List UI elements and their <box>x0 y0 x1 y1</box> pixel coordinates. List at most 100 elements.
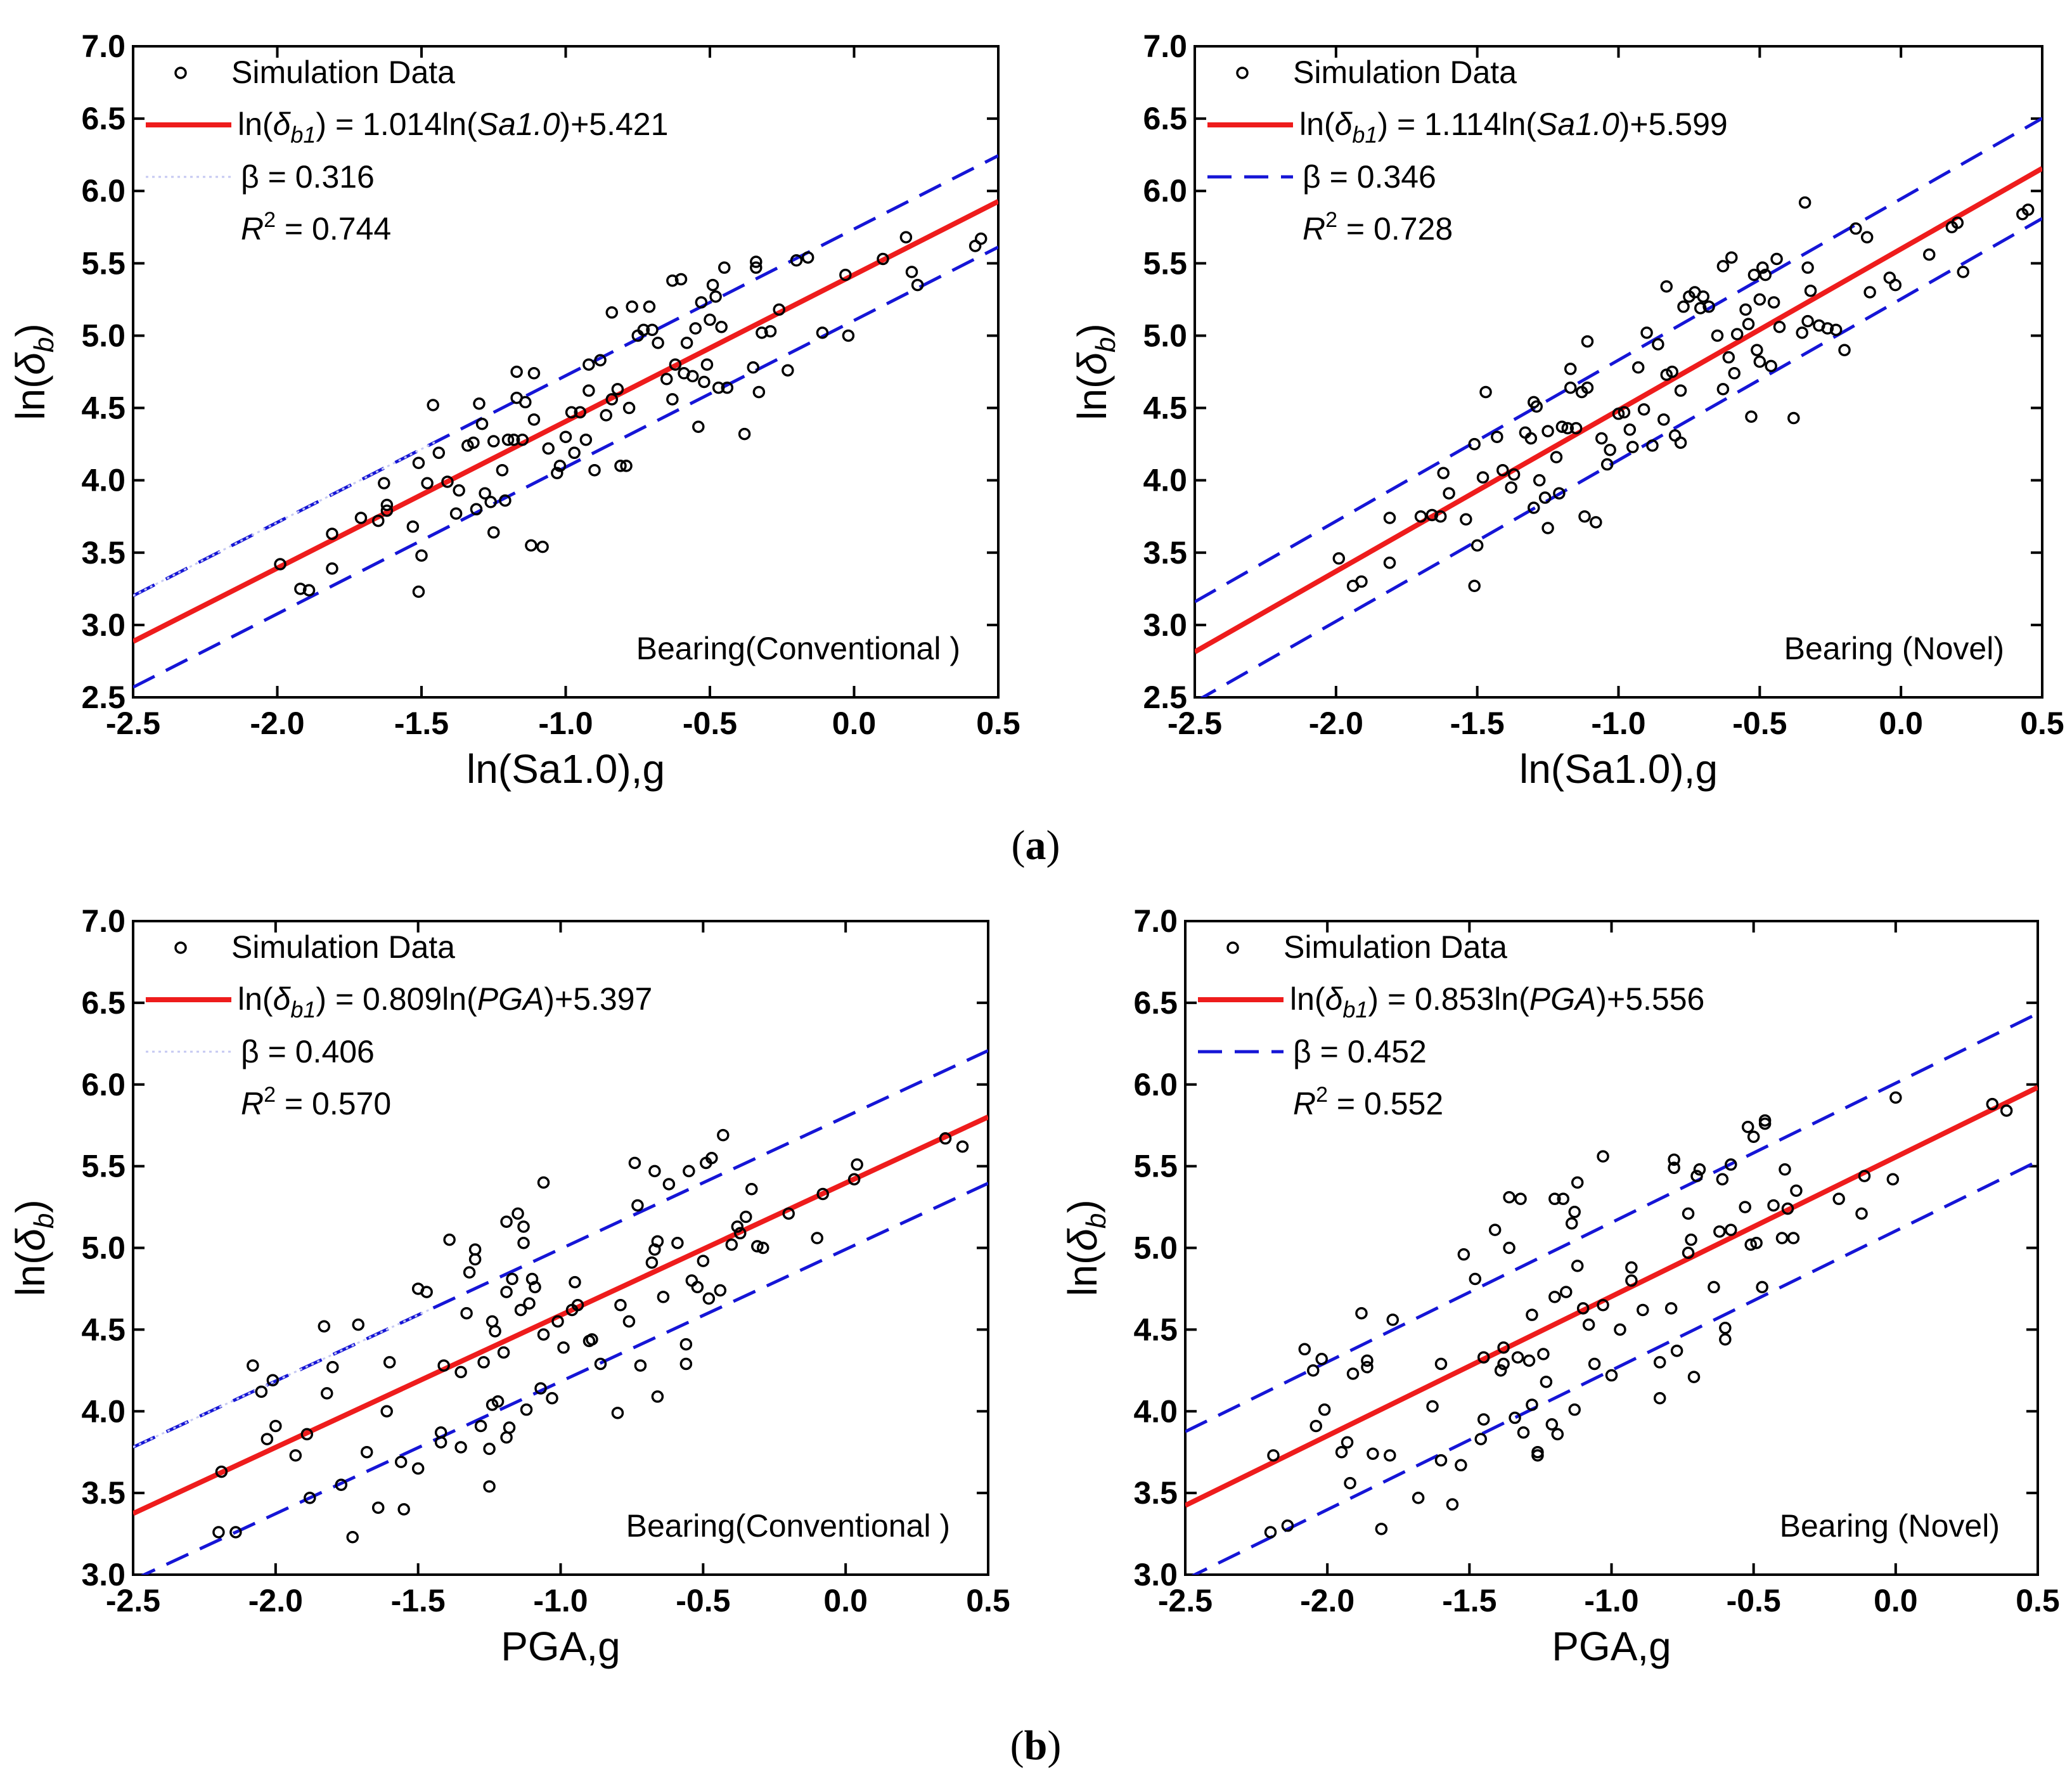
data-point <box>1507 468 1521 481</box>
data-point <box>782 364 794 377</box>
data-point <box>463 1266 476 1279</box>
data-point <box>1537 1348 1550 1360</box>
y-tick-label: 4.0 <box>1133 1393 1178 1429</box>
data-point <box>1522 1354 1536 1367</box>
data-point <box>740 1210 752 1223</box>
upper-band-line <box>1195 117 2042 604</box>
data-point <box>1503 1241 1515 1255</box>
x-tick-label: -1.5 <box>391 1583 446 1618</box>
data-point <box>679 1338 693 1351</box>
x-tick-label: 0.0 <box>832 706 877 741</box>
data-point <box>683 1165 695 1178</box>
data-point <box>212 1526 225 1539</box>
upper-band-line <box>133 154 998 598</box>
data-point <box>411 1462 425 1475</box>
data-point <box>318 1320 331 1333</box>
legend-scatter-label: Simulation Data <box>1284 929 1507 965</box>
x-tick-label: 0.5 <box>2016 1583 2060 1618</box>
data-point <box>1668 1153 1680 1166</box>
data-point <box>1497 1341 1510 1354</box>
data-point <box>704 313 716 326</box>
data-point <box>671 1237 684 1249</box>
data-point <box>261 1433 274 1445</box>
data-point <box>510 365 523 378</box>
data-point <box>674 273 688 286</box>
data-point <box>1886 1173 1900 1185</box>
data-point <box>517 1237 530 1249</box>
data-point <box>1446 1498 1459 1511</box>
data-point <box>816 326 829 339</box>
data-point <box>1468 437 1481 451</box>
data-point <box>1605 1369 1618 1382</box>
data-point <box>497 1346 510 1359</box>
data-point <box>1548 1291 1561 1303</box>
fit-line <box>133 199 998 644</box>
data-point <box>1355 575 1368 588</box>
data-point <box>520 1403 533 1416</box>
data-point <box>1545 1418 1559 1431</box>
data-point <box>274 558 286 571</box>
data-point <box>1505 481 1517 494</box>
data-point <box>266 1374 280 1387</box>
bearing-annotation: Bearing (Novel) <box>1784 631 2004 666</box>
data-point <box>691 1281 704 1294</box>
data-point <box>582 384 595 397</box>
data-point <box>582 358 595 371</box>
data-point <box>747 361 759 374</box>
data-point <box>614 460 627 472</box>
y-tick-label: 7.0 <box>1133 903 1178 939</box>
data-point <box>695 296 708 309</box>
data-point <box>269 1419 282 1433</box>
y-tick-label: 5.5 <box>81 245 125 281</box>
y-tick-label: 7.0 <box>1143 29 1187 64</box>
y-tick-label: 5.0 <box>81 318 125 353</box>
data-point <box>215 1465 228 1478</box>
data-point <box>335 1478 348 1491</box>
data-point <box>1668 1161 1680 1174</box>
data-point <box>1571 1176 1584 1189</box>
data-point <box>1437 467 1450 480</box>
y-tick-label: 7.0 <box>81 903 125 939</box>
data-point <box>1468 579 1481 593</box>
panel-a-right: -2.5 -2.0 -1.5 -1.0 -0.5 0.0 0.5 2.5 3.0 3.5 4.0 4.… <box>1069 29 2064 792</box>
data-point <box>454 1441 467 1454</box>
data-point <box>811 1232 823 1244</box>
x-tick-label: -2.0 <box>1309 706 1363 741</box>
data-point <box>1540 1376 1553 1388</box>
data-point <box>1383 557 1396 569</box>
data-point <box>412 456 425 470</box>
x-tick-label: -1.5 <box>394 706 449 741</box>
data-point <box>1790 1184 1803 1197</box>
bearing-annotation: Bearing (Novel) <box>1780 1508 2000 1544</box>
data-point <box>380 1405 393 1417</box>
data-point <box>1986 1097 1999 1111</box>
data-point <box>1657 413 1670 426</box>
data-point <box>1443 487 1455 500</box>
upper-band-line <box>133 1049 988 1449</box>
data-point <box>1597 1298 1609 1312</box>
caption-a-letter: a <box>1026 822 1046 868</box>
data-point <box>1494 1364 1507 1377</box>
data-point <box>1383 512 1396 524</box>
data-point <box>738 427 751 441</box>
data-point <box>1728 367 1741 380</box>
data-point <box>527 413 541 426</box>
data-point <box>1469 1272 1482 1286</box>
data-point <box>801 251 814 264</box>
data-point <box>420 1286 433 1298</box>
data-point <box>304 1492 316 1504</box>
data-point <box>1779 1163 1791 1176</box>
data-point <box>1569 422 1583 435</box>
y-axis-label: ln(δb) <box>1060 1199 1112 1296</box>
data-point <box>569 1275 581 1289</box>
data-point <box>899 231 913 244</box>
data-point <box>715 321 728 333</box>
lower-band-line <box>1191 1159 2038 1575</box>
data-point <box>1745 410 1758 423</box>
data-point <box>1756 261 1769 274</box>
data-point <box>1747 1130 1760 1143</box>
data-point <box>1564 381 1577 394</box>
data-point <box>454 1365 467 1379</box>
data-point <box>2000 1104 2013 1117</box>
data-point <box>651 1390 664 1403</box>
